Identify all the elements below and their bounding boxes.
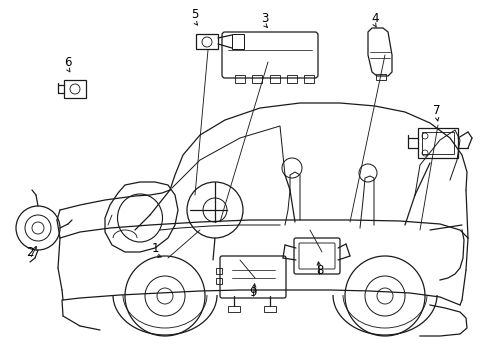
Bar <box>231 34 244 49</box>
Bar <box>216 268 222 274</box>
Bar <box>269 75 280 83</box>
Bar <box>64 80 86 98</box>
Bar <box>264 306 275 312</box>
Bar <box>227 306 240 312</box>
Bar <box>216 278 222 284</box>
Bar <box>304 75 313 83</box>
Bar <box>286 75 296 83</box>
Text: 9: 9 <box>249 285 256 298</box>
Bar <box>375 74 385 80</box>
Bar <box>251 75 262 83</box>
Bar <box>421 132 453 154</box>
Text: 6: 6 <box>64 55 72 68</box>
Bar <box>417 128 457 158</box>
Text: 3: 3 <box>261 12 268 24</box>
Text: 4: 4 <box>370 12 378 24</box>
Bar <box>196 34 218 49</box>
Text: 2: 2 <box>26 246 34 258</box>
Text: 8: 8 <box>316 264 323 276</box>
Bar <box>235 75 244 83</box>
Text: 1: 1 <box>151 242 159 255</box>
Text: 5: 5 <box>191 9 198 22</box>
Text: 7: 7 <box>432 104 440 117</box>
